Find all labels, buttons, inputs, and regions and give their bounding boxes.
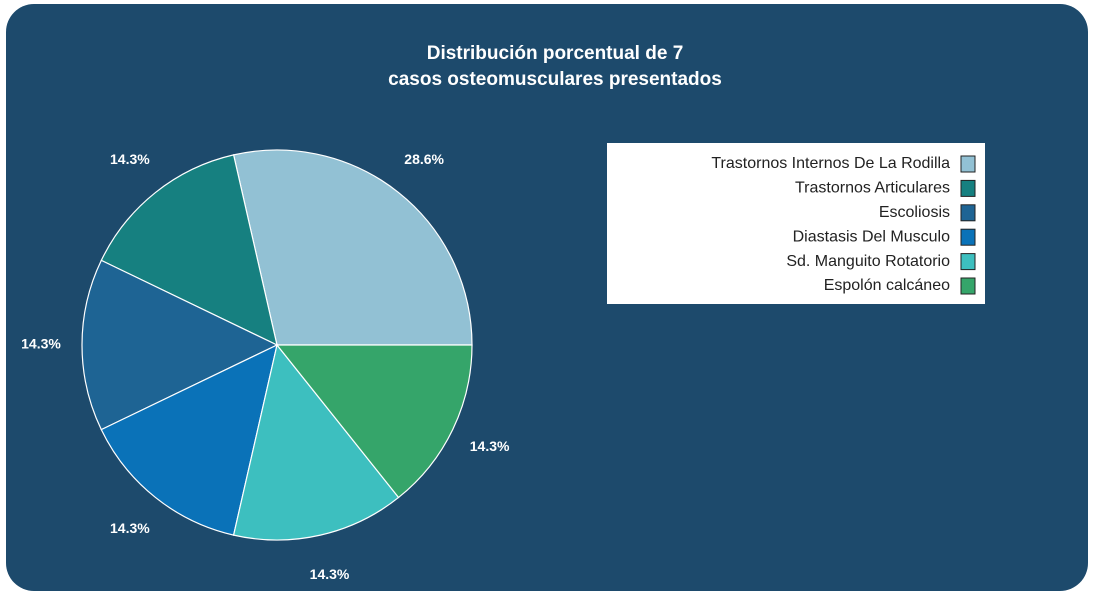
legend <box>607 143 985 304</box>
data-label: 14.3% <box>110 520 150 536</box>
chart-title: Distribución porcentual de 7 <box>427 43 684 64</box>
data-label: 14.3% <box>470 438 510 454</box>
pie-slice <box>232 343 400 541</box>
legend-swatch <box>960 155 976 173</box>
legend-label: Trastornos Articulares <box>795 180 950 197</box>
pie-slice <box>232 149 473 346</box>
legend-label: Sd. Manguito Rotatorio <box>786 253 950 270</box>
data-label: 14.3% <box>21 336 61 352</box>
data-label: 14.3% <box>110 151 150 167</box>
legend-swatch <box>960 253 976 271</box>
legend-label: Diastasis Del Musculo <box>793 228 950 245</box>
legend-swatch <box>960 179 976 197</box>
data-label: 28.6% <box>404 151 444 167</box>
legend-swatch <box>960 228 976 246</box>
pie-slice <box>275 344 473 499</box>
legend-swatch <box>960 204 976 222</box>
chart-title: casos osteomusculares presentados <box>388 69 722 90</box>
legend-label: Escoliosis <box>879 204 950 221</box>
legend-label: Espolón calcáneo <box>824 277 950 294</box>
pie-slice <box>100 154 278 347</box>
legend-swatch <box>960 277 976 295</box>
data-label: 14.3% <box>310 566 350 582</box>
pie-slice <box>100 343 278 536</box>
pie-slice <box>81 259 279 431</box>
legend-label: Trastornos Internos De La Rodilla <box>711 155 950 172</box>
